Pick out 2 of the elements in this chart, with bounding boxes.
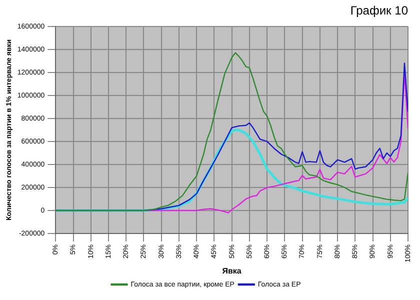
chart-title: График 10 xyxy=(350,4,408,18)
x-axis-title: Явка xyxy=(222,266,242,276)
